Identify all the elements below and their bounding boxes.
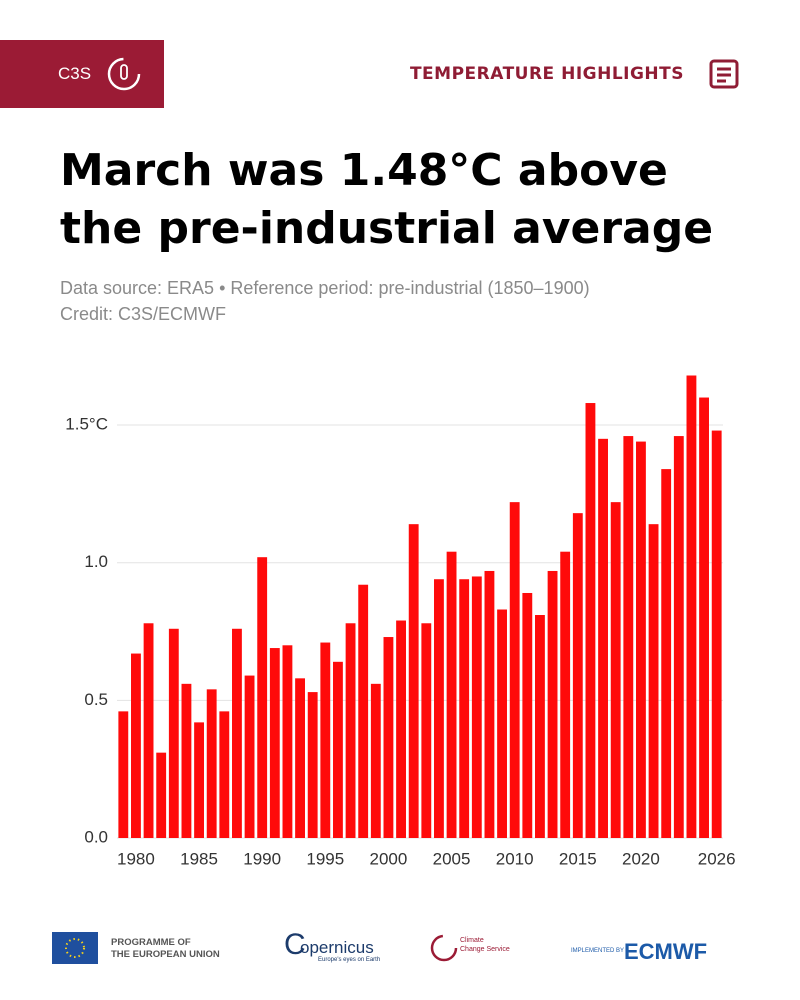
bar	[408, 524, 419, 838]
bar	[598, 438, 608, 838]
x-tick-label: 1995	[306, 849, 344, 868]
bar	[585, 403, 596, 838]
bar	[181, 683, 192, 838]
ecmwf: ECMWF	[624, 939, 708, 964]
bar	[269, 648, 280, 838]
bar	[522, 592, 533, 838]
bar	[535, 615, 545, 838]
bar	[244, 675, 255, 838]
bar	[484, 570, 495, 838]
x-tick-label: 2010	[496, 849, 534, 868]
bar	[610, 502, 621, 838]
bar	[711, 430, 722, 838]
chart: 0.0 0.5 1.0 1.5°C 1980 1985 1990 1995 2000 2005 20…	[65, 375, 736, 868]
c3s-line: Change Service	[460, 946, 510, 953]
c3s-logo	[430, 934, 458, 962]
x-tick-label: 2020	[622, 849, 660, 868]
c3s-text: Climate Change Service	[460, 936, 510, 954]
section-icon	[709, 59, 739, 89]
x-tick-label: 2000	[370, 849, 408, 868]
bar	[156, 752, 167, 838]
eu-flag	[52, 932, 98, 964]
section-label: TEMPERATURE HIGHLIGHTS	[409, 64, 684, 84]
bar	[560, 551, 571, 838]
bar	[320, 642, 331, 838]
bar	[143, 623, 154, 838]
bar	[421, 623, 432, 838]
x-tick-label: 2015	[559, 849, 597, 868]
bar	[673, 436, 684, 838]
bar	[699, 397, 709, 838]
subtitle: Data source: ERA5 • Reference period: pr…	[60, 278, 590, 298]
x-tick-label: 2026	[698, 849, 736, 868]
x-tick-label: 1980	[117, 849, 155, 868]
bar	[131, 653, 141, 838]
y-tick-label: 1.0	[84, 552, 108, 571]
brand: C3S	[58, 64, 92, 83]
bar	[497, 609, 507, 838]
eu-text: PROGRAMME OF THE EUROPEAN UNION	[111, 937, 220, 961]
bar	[509, 502, 520, 838]
bar	[232, 628, 242, 838]
bar	[459, 579, 470, 838]
x-tick-label: 1990	[243, 849, 281, 868]
bar	[471, 576, 482, 838]
bar	[623, 436, 634, 838]
eu-line: PROGRAMME OF	[111, 937, 191, 948]
bar	[333, 661, 343, 838]
bar	[686, 375, 697, 838]
bar	[648, 524, 659, 838]
bar	[396, 620, 406, 838]
y-tick-label: 1.5°C	[65, 415, 108, 434]
bar	[345, 623, 356, 838]
copernicus-tag: Europe's eyes on Earth	[318, 957, 381, 963]
bar	[572, 513, 583, 838]
x-tick-label: 1985	[180, 849, 218, 868]
bar	[547, 570, 558, 838]
bar	[282, 645, 293, 838]
bar	[118, 711, 129, 838]
bar	[370, 683, 381, 838]
title: March was 1.48°C above the pre-industria…	[60, 145, 714, 254]
bar	[383, 637, 394, 838]
bar	[206, 689, 217, 838]
copernicus: opernicus	[300, 938, 374, 957]
eu-line: THE EUROPEAN UNION	[111, 949, 220, 960]
brand-logo	[107, 57, 141, 91]
y-tick-label: 0.0	[84, 827, 108, 846]
bar	[446, 551, 457, 838]
credit: Credit: C3S/ECMWF	[60, 304, 227, 324]
copernicus-c: C	[284, 928, 306, 961]
bar	[194, 722, 204, 838]
brand-box: C3S	[0, 40, 164, 108]
bar	[358, 584, 369, 838]
c3s-line: Climate	[460, 937, 484, 944]
bar	[168, 628, 179, 838]
bar	[219, 711, 230, 838]
bar	[257, 557, 268, 838]
bar	[661, 469, 672, 838]
bar	[636, 441, 646, 838]
x-tick-label: 2005	[433, 849, 471, 868]
bar	[307, 692, 318, 838]
y-tick-label: 0.5	[84, 690, 108, 709]
bar	[295, 678, 305, 838]
bar	[434, 579, 444, 838]
implemented: IMPLEMENTED BY	[571, 948, 625, 954]
